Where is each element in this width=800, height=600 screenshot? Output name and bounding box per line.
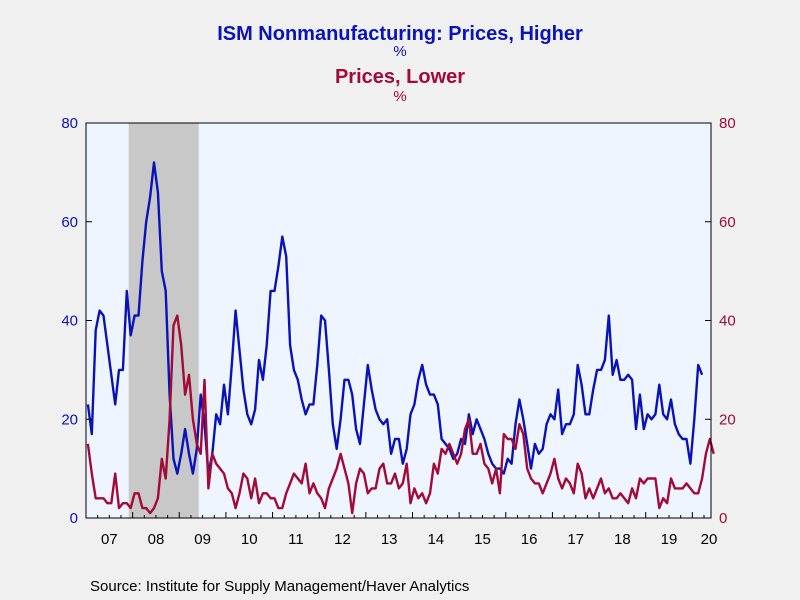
- recession-band: [128, 123, 199, 518]
- x-axis: 07 08 09 10 11 12 13 14 15 16 17 18 19 20: [97, 512, 718, 548]
- x-tick-label: 10: [241, 531, 258, 548]
- source-note: Source: Institute for Supply Management/…: [90, 578, 469, 595]
- x-tick-label: 12: [334, 531, 351, 548]
- y-axis-right: 0 20 40 60 80: [705, 115, 736, 527]
- x-tick-label: 16: [521, 531, 538, 548]
- y-left-tick-label: 0: [70, 510, 78, 527]
- chart-title-line2-unit: %: [393, 88, 406, 105]
- x-tick-label: 09: [194, 531, 211, 548]
- series-line-prices-lower: [86, 314, 715, 515]
- recession-layer: [128, 123, 199, 518]
- chart-title-line1: ISM Nonmanufacturing: Prices, Higher: [217, 23, 583, 45]
- x-tick-label: 13: [381, 531, 398, 548]
- x-tick-label: 20: [701, 531, 718, 548]
- y-right-tick-label: 20: [719, 411, 736, 428]
- y-right-tick-label: 40: [719, 313, 736, 330]
- y-left-tick-label: 20: [61, 411, 78, 428]
- x-tick-label: 15: [474, 531, 491, 548]
- x-tick-label: 07: [101, 531, 118, 548]
- x-tick-label: 18: [614, 531, 631, 548]
- x-tick-label: 14: [427, 531, 444, 548]
- y-right-tick-label: 60: [719, 214, 736, 231]
- series-line-prices-higher: [86, 161, 704, 475]
- x-tick-label: 17: [567, 531, 584, 548]
- y-right-tick-label: 80: [719, 115, 736, 132]
- series-layer: [86, 161, 715, 515]
- x-tick-label: 19: [661, 531, 678, 548]
- y-axis-left: 0 20 40 60 80: [61, 115, 92, 527]
- y-right-tick-label: 0: [719, 510, 727, 527]
- chart-title-line2: Prices, Lower: [335, 66, 465, 88]
- chart-title-line1-unit: %: [393, 43, 406, 60]
- y-left-tick-label: 40: [61, 313, 78, 330]
- x-tick-label: 08: [148, 531, 165, 548]
- x-tick-label: 11: [288, 531, 304, 548]
- y-left-tick-label: 60: [61, 214, 78, 231]
- y-left-tick-label: 80: [61, 115, 78, 132]
